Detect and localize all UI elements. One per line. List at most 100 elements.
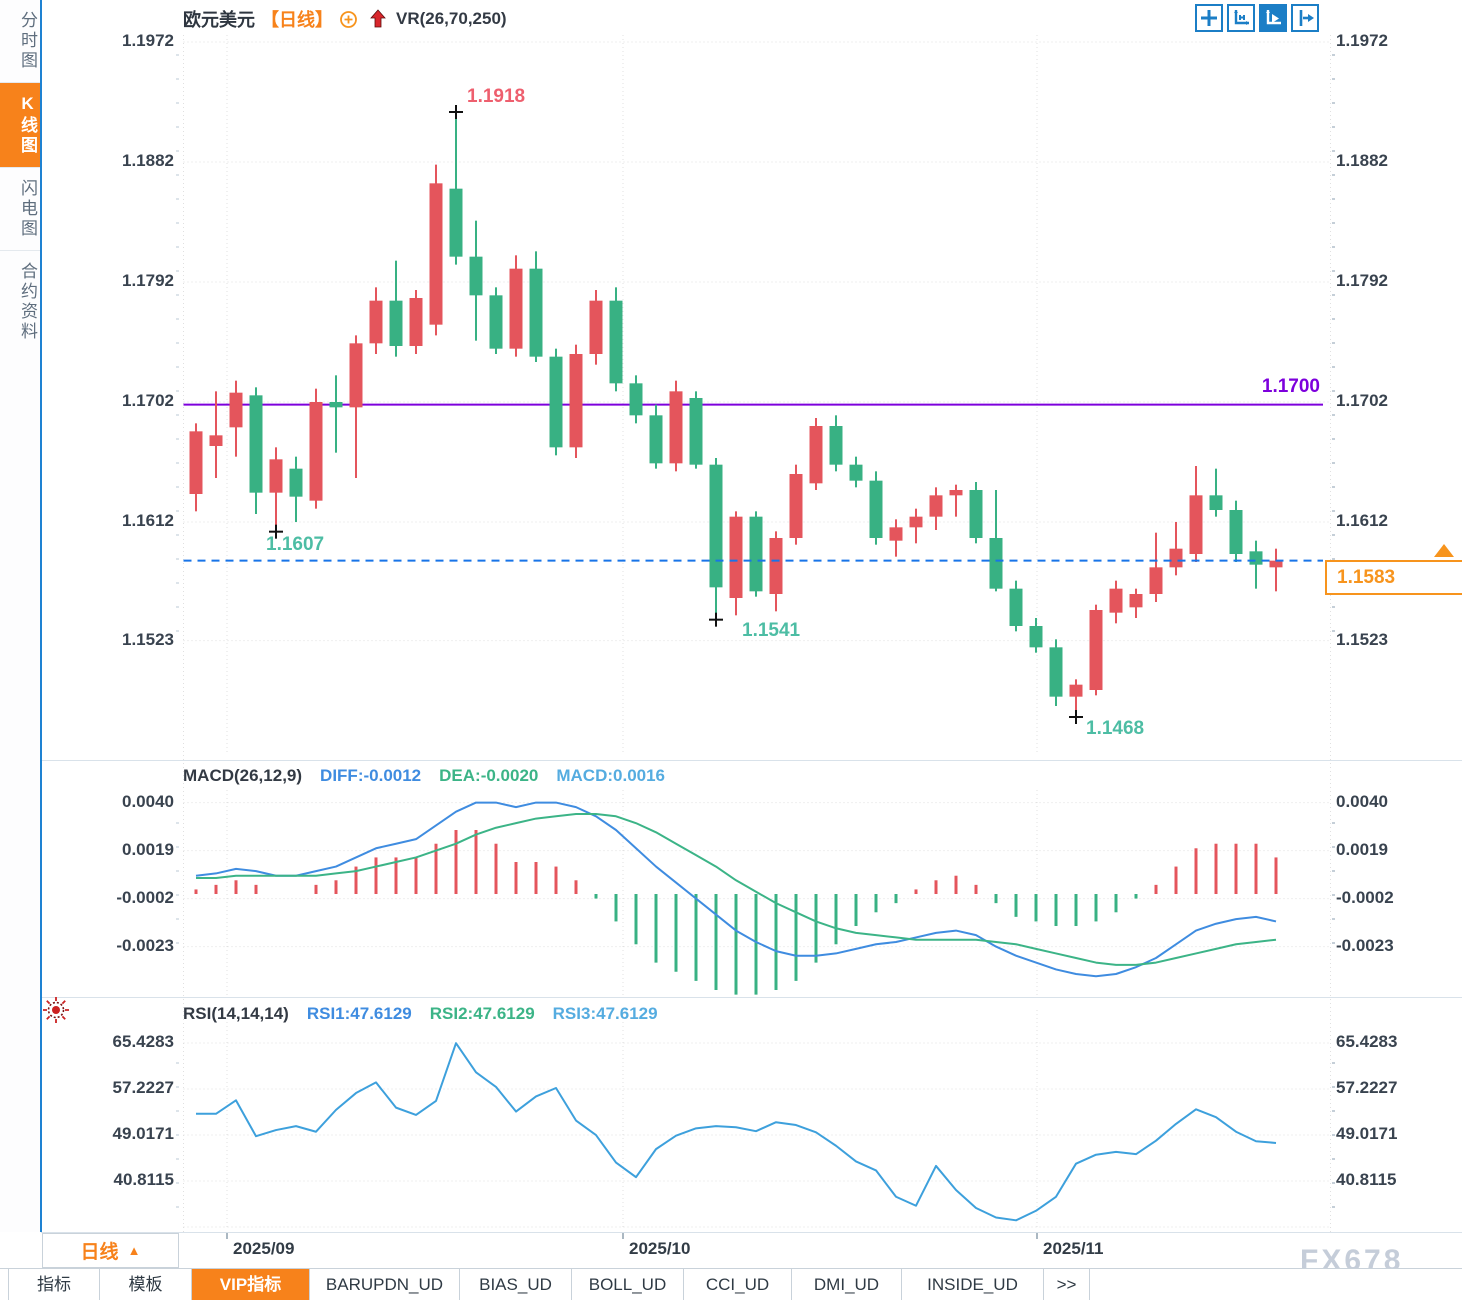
tab-bias[interactable]: BIAS_UD <box>460 1269 572 1300</box>
axis-tick <box>1332 102 1335 104</box>
candle-body <box>209 435 223 446</box>
sidebar-item-kline[interactable]: K线图 <box>0 82 40 167</box>
y-axis-label: 65.4283 <box>112 1031 174 1051</box>
tab-barupdn[interactable]: BARUPDN_UD <box>310 1269 460 1300</box>
tab-indicators[interactable]: 指标 <box>8 1269 100 1300</box>
candle-body <box>949 490 963 496</box>
candle-body <box>249 395 263 493</box>
axis-tick <box>1332 1062 1335 1064</box>
macd-diff-line <box>195 801 1277 978</box>
axis-tick <box>176 414 179 416</box>
tab-templates[interactable]: 模板 <box>100 1269 192 1300</box>
candle-body <box>789 474 803 538</box>
axis-tick <box>176 150 179 152</box>
red-up-arrow-icon <box>370 9 386 29</box>
axis-tick <box>176 606 179 608</box>
y-axis-label: 49.0171 <box>1336 1124 1398 1143</box>
panel-separator <box>41 997 1462 998</box>
sidebar-item-contract-info[interactable]: 合约资料 <box>0 250 40 353</box>
sidebar-item-timeline[interactable]: 分时图 <box>18 11 37 71</box>
sun-icon[interactable] <box>42 996 70 1029</box>
axis-tick <box>1332 846 1335 848</box>
axis-tick <box>1332 270 1335 272</box>
axis-tick <box>1332 1086 1335 1088</box>
axis-tick <box>176 1182 179 1184</box>
candle-body <box>469 256 483 296</box>
axis-tick <box>176 294 179 296</box>
rsi3-value: RSI3:47.6129 <box>552 1004 658 1023</box>
axis-tick <box>1332 1134 1335 1136</box>
axis-tick <box>176 510 179 512</box>
candle-body <box>569 354 583 448</box>
candle-body <box>709 464 723 588</box>
candle-body <box>589 300 603 354</box>
tab-vip-indicators[interactable]: VIP指标 <box>192 1269 310 1300</box>
axis-tick <box>1332 822 1335 824</box>
circle-plus-icon[interactable] <box>339 10 358 29</box>
axis-tick <box>1332 438 1335 440</box>
tab-cci[interactable]: CCI_UD <box>684 1269 792 1300</box>
y-axis-label: 1.1702 <box>1336 391 1388 410</box>
last-price-badge: 1.1583 <box>1325 560 1462 595</box>
chart-header: 欧元美元 【日线】 VR(26,70,250) <box>183 6 507 32</box>
y-axis-label: -0.0002 <box>116 887 174 907</box>
tab-more[interactable]: >> <box>1044 1269 1090 1300</box>
axis-tick <box>1332 198 1335 200</box>
macd-dea-line <box>196 813 1277 966</box>
candle-body <box>349 343 363 408</box>
y-axis-label: -0.0023 <box>1336 935 1394 955</box>
sidebar-item-flash[interactable]: 闪电图 <box>0 167 40 250</box>
y-axis-label: 1.1792 <box>122 271 174 290</box>
candle-body <box>649 415 663 464</box>
axis-tick <box>176 630 179 632</box>
bottom-tab-bar: 指标 模板 VIP指标 BARUPDN_UD BIAS_UD BOLL_UD C… <box>0 1268 1462 1300</box>
candle-body <box>449 188 463 257</box>
axis-tick <box>176 1158 179 1160</box>
tab-inside[interactable]: INSIDE_UD <box>902 1269 1044 1300</box>
symbol-title: 欧元美元 <box>183 10 255 30</box>
axes-play-icon[interactable] <box>1259 4 1287 32</box>
y-axis-label: 57.2227 <box>112 1077 174 1097</box>
candle-body <box>929 495 943 517</box>
candle-body <box>849 464 863 481</box>
axis-tick <box>1332 918 1335 920</box>
axis-tick <box>1332 942 1335 944</box>
candle-body <box>429 183 443 325</box>
axis-tick <box>1332 342 1335 344</box>
axis-tick <box>176 462 179 464</box>
tab-boll[interactable]: BOLL_UD <box>572 1269 684 1300</box>
period-tag: 【日线】 <box>261 10 333 30</box>
period-selector[interactable]: 日线 ▲ <box>42 1233 179 1268</box>
tab-dmi[interactable]: DMI_UD <box>792 1269 902 1300</box>
macd-title: MACD(26,12,9) <box>183 766 303 785</box>
y-axis-label: -0.0002 <box>1336 887 1394 907</box>
axis-tick <box>176 342 179 344</box>
low-price-annotation: 1.1607 <box>266 534 325 555</box>
y-axis-label: 1.1882 <box>1336 151 1388 170</box>
low-price-annotation: 1.1468 <box>1086 718 1145 739</box>
candle-body <box>1069 684 1083 697</box>
axis-tick <box>1332 870 1335 872</box>
macd-macd-value: MACD:0.0016 <box>556 766 666 785</box>
y-axis-label: 1.1972 <box>1336 31 1388 50</box>
y-axis-label: -0.0023 <box>116 935 174 955</box>
candle-body <box>549 356 563 448</box>
axis-tick <box>176 174 179 176</box>
axis-tick <box>1332 1158 1335 1160</box>
move-icon[interactable] <box>1195 4 1223 32</box>
candle-body <box>629 383 643 416</box>
price-up-marker-icon <box>1434 544 1454 557</box>
axes-adjust-icon[interactable] <box>1227 4 1255 32</box>
axis-tick <box>1332 510 1335 512</box>
macd-dea-value: DEA:-0.0020 <box>439 766 539 785</box>
axis-tick <box>1332 414 1335 416</box>
y-axis-label: 1.1792 <box>1336 271 1388 290</box>
sidebar: 分时图 K线图 闪电图 合约资料 <box>0 0 42 1232</box>
macd-diff-value: DIFF:-0.0012 <box>320 766 422 785</box>
candle-body <box>989 538 1003 589</box>
y-axis-label: 57.2227 <box>1336 1077 1398 1097</box>
candle-body <box>229 392 243 428</box>
pan-right-icon[interactable] <box>1291 4 1319 32</box>
